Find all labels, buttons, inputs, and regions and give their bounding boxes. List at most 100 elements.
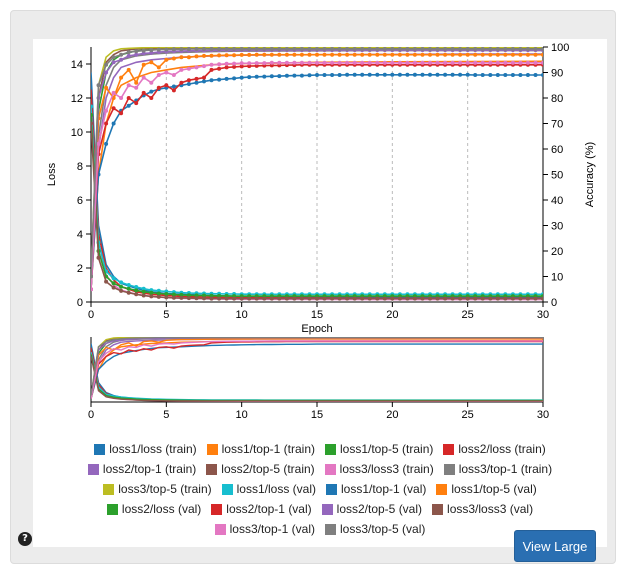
series-point-loss1-top-1-val (495, 73, 500, 77)
series-point-loss1-loss-val (134, 285, 139, 289)
series-point-loss3-loss3-val (284, 296, 289, 301)
legend-item-loss2-loss-train[interactable]: loss2/loss (train) (443, 439, 546, 459)
question-icon[interactable]: ? (18, 532, 32, 546)
view-large-button[interactable]: View Large (514, 530, 596, 562)
series-point-loss1-top-5-val (352, 52, 357, 57)
legend-label: loss3/top-5 (train) (118, 482, 212, 496)
series-point-loss3-loss3-val (247, 296, 252, 301)
series-point-loss2-loss-val (126, 286, 131, 291)
series-point-loss3-top-5-val (217, 47, 222, 51)
legend-item-loss3-loss3-train[interactable]: loss3/loss3 (train) (324, 459, 434, 479)
series-point-loss3-loss3-val (194, 296, 199, 301)
y-right-tick-label: 10 (551, 272, 563, 284)
series-point-loss3-top-1-val (330, 60, 335, 65)
nav-series-line-loss1-top-5-val (91, 338, 543, 396)
y-left-tick-label: 4 (77, 229, 83, 241)
legend-item-loss2-loss-val[interactable]: loss2/loss (val) (106, 499, 201, 519)
legend-item-loss3-top-5-val[interactable]: loss3/top-5 (val) (325, 519, 425, 539)
series-point-loss3-loss3-val (307, 296, 312, 301)
legend-swatch (106, 503, 118, 515)
y-left-tick-label: 0 (77, 297, 83, 309)
legend-item-loss3-top-1-val[interactable]: loss3/top-1 (val) (214, 519, 315, 539)
series-point-loss2-top-1-val (217, 66, 222, 71)
series-point-loss1-top-1-val (390, 72, 395, 77)
series-point-loss2-top-1-val (247, 64, 252, 69)
legend-item-loss1-top-5-train[interactable]: loss1/top-5 (train) (325, 439, 433, 459)
series-point-loss1-top-1-val (533, 73, 538, 77)
series-point-loss3-top-1-val (239, 61, 244, 66)
nav-x-tick-label: 20 (386, 409, 398, 421)
legend-item-loss1-top-5-val[interactable]: loss1/top-5 (val) (436, 479, 537, 499)
legend-item-loss1-loss-val[interactable]: loss1/loss (val) (221, 479, 316, 499)
y-right-tick-label: 80 (551, 93, 563, 105)
x-tick-label: 15 (311, 309, 323, 321)
legend-item-loss1-top-1-train[interactable]: loss1/top-1 (train) (206, 439, 315, 459)
series-point-loss3-loss3-val (322, 296, 327, 301)
series-point-loss3-loss3-val (360, 296, 365, 301)
main-series-group (91, 47, 543, 301)
series-point-loss3-top-5-val (262, 47, 267, 51)
series-point-loss3-top-5-val (435, 47, 440, 51)
series-point-loss2-loss-val (111, 281, 116, 286)
series-point-loss1-top-5-val (232, 53, 237, 58)
legend-swatch (325, 523, 336, 535)
legend-item-loss1-top-1-val[interactable]: loss1/top-1 (val) (325, 479, 426, 499)
series-point-loss3-top-1-val (104, 108, 109, 113)
series-point-loss3-top-1-val (322, 60, 327, 65)
series-point-loss3-top-5-val (156, 47, 161, 52)
series-point-loss1-top-5-val (397, 52, 402, 57)
series-point-loss3-top-5-val (322, 47, 327, 51)
series-point-loss1-top-5-val (458, 52, 463, 57)
nav-series-line-loss2-top-1-val (91, 340, 543, 399)
series-point-loss3-top-1-val (111, 90, 116, 95)
series-point-loss3-loss3-val (149, 294, 154, 299)
legend-item-loss2-top-5-train[interactable]: loss2/top-5 (train) (206, 459, 315, 479)
y-right-tick-label: 0 (551, 297, 557, 309)
series-point-loss3-top-1-val (277, 60, 282, 65)
legend-item-loss3-loss3-val[interactable]: loss3/loss3 (val) (432, 499, 533, 519)
series-point-loss3-loss3-val (473, 296, 478, 301)
legend-label: loss1/top-5 (train) (340, 442, 434, 456)
series-point-loss3-top-5-val (307, 47, 312, 51)
series-point-loss1-top-5-val (299, 52, 304, 57)
legend-item-loss2-top-1-val[interactable]: loss2/top-1 (val) (211, 499, 312, 519)
series-point-loss1-top-5-val (315, 52, 319, 57)
series-point-loss3-top-5-val (443, 47, 448, 51)
series-point-loss3-loss3-val (367, 296, 372, 301)
series-point-loss3-loss3-val (420, 296, 425, 301)
legend-swatch (321, 503, 333, 515)
y-right-tick-label: 60 (551, 144, 563, 156)
series-point-loss1-loss-val (91, 104, 93, 109)
series-point-loss2-loss-val (179, 292, 184, 297)
series-point-loss3-top-5-val (111, 55, 116, 60)
series-point-loss3-loss3-val (503, 296, 508, 301)
series-point-loss3-top-1-val (518, 60, 523, 65)
series-point-loss2-top-1-val (171, 88, 176, 93)
series-point-loss1-top-1-val (397, 72, 402, 77)
legend-item-loss1-loss-train[interactable]: loss1/loss (train) (94, 439, 197, 459)
series-point-loss1-top-1-val (488, 73, 493, 77)
series-point-loss3-loss3-val (299, 296, 304, 301)
legend-item-loss3-top-1-train[interactable]: loss3/top-1 (train) (443, 459, 552, 479)
series-point-loss3-top-5-val (367, 47, 372, 51)
series-point-loss1-top-5-val (224, 53, 229, 58)
series-point-loss3-top-1-val (262, 61, 267, 66)
legend-item-loss3-top-5-train[interactable]: loss3/top-5 (train) (103, 479, 212, 499)
legend-item-loss2-top-1-train[interactable]: loss2/top-1 (train) (87, 459, 196, 479)
series-point-loss2-loss-val (186, 293, 191, 298)
legend-item-loss2-top-5-val[interactable]: loss2/top-5 (val) (321, 499, 422, 519)
series-point-loss3-top-5-val (292, 47, 297, 51)
series-point-loss3-top-1-val (352, 60, 357, 65)
series-point-loss3-loss3-val (337, 296, 342, 301)
series-point-loss1-top-5-val (171, 56, 176, 61)
series-point-loss3-loss3-val (412, 296, 417, 301)
series-point-loss3-top-5-val (458, 47, 463, 51)
training-chart[interactable]: 0 5 10 15 20 25 300246810121401020304050607080… (33, 39, 607, 439)
series-point-loss1-top-1-val (541, 73, 543, 77)
series-line-loss1-loss-val (91, 106, 543, 296)
y-right-tick-label: 100 (551, 42, 569, 54)
series-point-loss1-top-5-val (247, 52, 252, 57)
y-left-tick-label: 8 (77, 161, 83, 173)
nav-x-tick-label: 10 (236, 409, 248, 421)
series-point-loss1-loss-val (141, 286, 146, 291)
